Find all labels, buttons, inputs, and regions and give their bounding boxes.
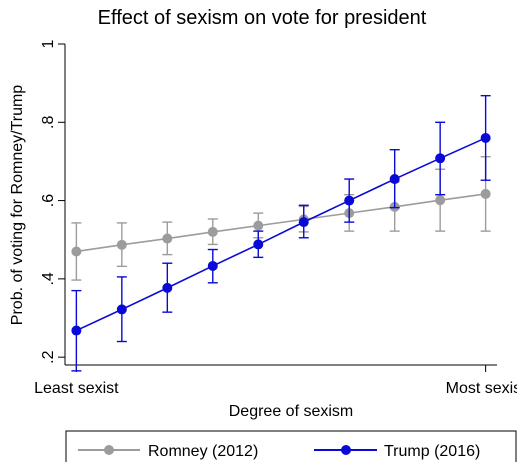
x-tick-label: Least sexist (34, 380, 119, 397)
x-axis-label: Degree of sexism (229, 403, 354, 420)
y-tick-label: .2 (40, 350, 57, 363)
point-trump (253, 239, 264, 250)
legend-swatch-trump-marker (341, 445, 351, 455)
series-line-trump (76, 137, 486, 332)
plot-area: .2 .4 .6 .8 1 Least sexist Most sexist (34, 39, 517, 397)
point-romney (253, 220, 264, 231)
x-tick-label: Most sexist (446, 380, 517, 397)
point-romney (116, 239, 127, 250)
y-tick-label: .8 (40, 116, 57, 129)
point-trump (435, 153, 446, 164)
point-trump (116, 304, 127, 315)
chart-title: Effect of sexism on vote for president (98, 7, 427, 29)
legend: Romney (2012) Trump (2016) (65, 430, 517, 462)
point-trump (71, 325, 82, 336)
series-trump (71, 94, 491, 372)
point-trump (298, 217, 309, 228)
point-trump (480, 132, 491, 143)
point-romney (71, 246, 82, 257)
legend-label-trump: Trump (2016) (384, 443, 480, 460)
series-layer (71, 94, 491, 372)
point-trump (207, 260, 218, 271)
legend-box (65, 430, 517, 462)
series-romney (71, 156, 491, 281)
y-ticks: .2 .4 .6 .8 1 (40, 39, 65, 364)
y-tick-label: 1 (40, 39, 57, 48)
point-trump (344, 195, 355, 206)
point-romney (207, 226, 218, 237)
point-trump (162, 282, 173, 293)
point-romney (162, 233, 173, 244)
point-romney (435, 195, 446, 206)
series-line-romney (76, 193, 486, 253)
legend-label-romney: Romney (2012) (148, 443, 258, 460)
point-romney (480, 188, 491, 199)
x-ticks: Least sexist Most sexist (34, 365, 517, 397)
legend-swatch-romney-marker (104, 445, 114, 455)
y-tick-label: .6 (40, 194, 57, 207)
y-tick-label: .4 (40, 272, 57, 285)
y-axis-label: Prob. of voting for Romney/Trump (9, 85, 26, 325)
point-trump (389, 174, 400, 185)
